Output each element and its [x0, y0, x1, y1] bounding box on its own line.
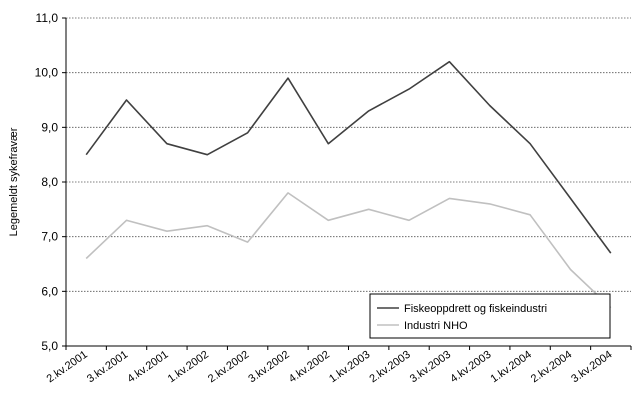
x-tick-label: 3.kv.2003: [408, 349, 453, 386]
x-tick-label: 1.kv.2004: [489, 349, 534, 386]
y-tick-label: 10,0: [35, 66, 59, 80]
y-tick-labels: 5,0 6,0 7,0 8,0 9,0 10,0 11,0: [35, 11, 59, 353]
x-tick-label: 3.kv.2001: [85, 349, 130, 386]
y-tick-label: 6,0: [41, 284, 58, 298]
legend-label: Industri NHO: [404, 320, 468, 332]
x-tick-label: 1.kv.2003: [327, 349, 372, 386]
y-tick-label: 11,0: [36, 11, 59, 25]
series-line-1: [85, 60, 612, 254]
y-tick-label: 5,0: [41, 339, 58, 353]
legend: Fiskeoppdrett og fiskeindustri Industri N…: [369, 293, 611, 339]
x-tick-label: 4.kv.2001: [125, 349, 170, 386]
x-tick-label: 2.kv.2003: [367, 349, 412, 386]
series-lines: [85, 60, 612, 309]
y-tick-label: 7,0: [41, 230, 58, 244]
gridlines: [66, 17, 631, 292]
x-tick-label: 4.kv.2003: [448, 349, 493, 386]
x-tick-label: 2.kv.2004: [529, 349, 574, 386]
y-axis-label: Legemeldt sykefravær: [8, 127, 20, 236]
x-tick-label: 2.kv.2002: [206, 349, 251, 386]
x-tick-label: 1.kv.2002: [166, 349, 211, 386]
axes: [62, 17, 632, 350]
x-tick-label: 4.kv.2002: [287, 349, 332, 386]
legend-box: [369, 293, 611, 339]
x-tick-label: 2.kv.2001: [45, 349, 90, 386]
x-tick-labels: 2.kv.20013.kv.20014.kv.20011.kv.20022.kv…: [45, 349, 615, 386]
legend-label: Fiskeoppdrett og fiskeindustri: [404, 303, 547, 315]
x-tick-label: 3.kv.2004: [569, 349, 614, 386]
series-line-2: [85, 192, 612, 309]
y-tick-label: 8,0: [41, 175, 58, 189]
y-tick-label: 9,0: [41, 120, 58, 134]
x-tick-label: 3.kv.2002: [246, 349, 291, 386]
